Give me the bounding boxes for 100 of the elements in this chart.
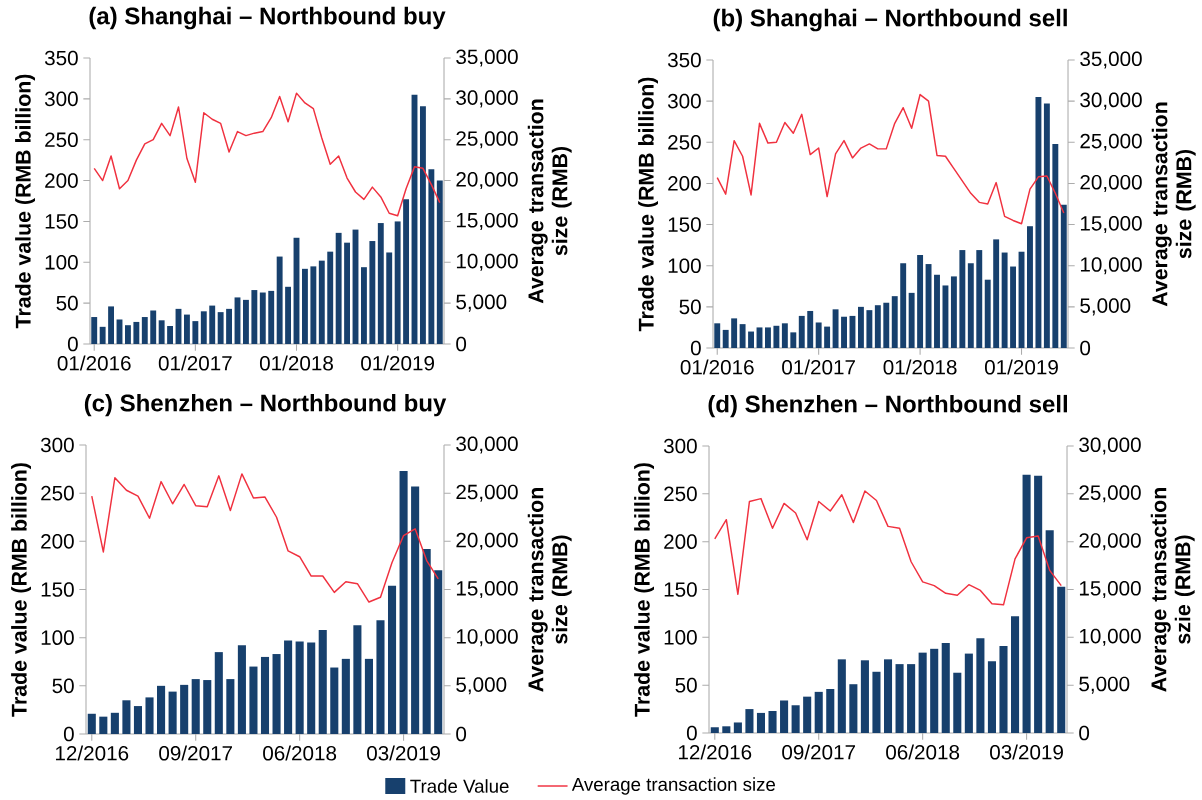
y-tick-label: 200 [41, 534, 74, 549]
bar [814, 691, 823, 733]
y2-tick-label: 0 [456, 336, 467, 352]
y2-tick-label: 5,000 [1080, 298, 1131, 316]
bar [1035, 97, 1042, 348]
bar [768, 711, 777, 733]
y-tick-label: 250 [45, 132, 78, 148]
y2-tick-label: 15,000 [456, 580, 518, 599]
x-tick-label: 01/2017 [158, 355, 232, 371]
bar [276, 256, 283, 344]
bar [203, 680, 212, 734]
bar [91, 317, 98, 344]
bar [191, 679, 200, 734]
y2-axis-title: Average transaction size (RMB) [527, 99, 572, 304]
bar [900, 263, 907, 348]
bar [993, 239, 1000, 348]
y-tick-label: 150 [668, 217, 701, 232]
x-tick-label: 01/2019 [361, 355, 435, 371]
bar [141, 317, 148, 344]
y2-tick-label: 0 [456, 726, 467, 742]
y-tick-label: 50 [52, 678, 74, 694]
bar [399, 471, 408, 734]
bar [403, 199, 410, 344]
y-tick-label: 350 [667, 52, 701, 68]
y-tick-label: 300 [44, 91, 78, 107]
y-tick-label: 250 [668, 134, 701, 150]
y-axis-title: Trade value (RMB billion) [11, 463, 31, 717]
bar [377, 223, 384, 344]
y-tick-label: 100 [41, 630, 74, 645]
bar [422, 549, 431, 734]
y-axis-title: Trade value (RMB billion) [638, 77, 658, 332]
legend-label: Trade Value [410, 779, 509, 793]
bar [145, 697, 154, 734]
bar [895, 664, 904, 733]
y-tick-label: 300 [40, 437, 74, 453]
bar [284, 640, 293, 734]
bar [124, 325, 131, 344]
bar [411, 486, 420, 734]
bar [237, 645, 246, 734]
bar [226, 679, 235, 734]
bar [953, 672, 962, 733]
bar [330, 667, 339, 734]
y2-tick-label: 25,000 [456, 131, 518, 149]
y2-tick-label: 0 [1079, 725, 1090, 741]
bar [999, 645, 1008, 733]
bar [790, 332, 797, 348]
bar [157, 685, 166, 734]
bar [891, 296, 898, 348]
bar [99, 716, 108, 734]
y-tick-label: 200 [45, 173, 78, 188]
line-series [714, 490, 1062, 606]
y2-tick-label: 5,000 [456, 677, 507, 695]
y-tick-label: 200 [668, 176, 701, 191]
bar [99, 326, 106, 344]
y-tick-label: 50 [679, 299, 701, 315]
bar [376, 620, 385, 734]
bar [217, 312, 224, 344]
bar [722, 726, 731, 733]
bar [226, 308, 233, 344]
bar [168, 691, 177, 734]
bar [1011, 616, 1020, 733]
bar [285, 286, 292, 344]
bar [272, 654, 281, 734]
bar [764, 327, 771, 348]
chart-title: (a) Shanghai – Northbound buy [89, 6, 446, 30]
bar [87, 713, 96, 734]
y-tick-label: 50 [675, 677, 697, 693]
bar [791, 705, 800, 733]
chart-title: (d) Shenzhen – Northbound sell [708, 394, 1067, 418]
bar [419, 106, 426, 344]
bar [386, 252, 393, 344]
bar [180, 684, 189, 734]
x-tick-label: 12/2016 [55, 745, 129, 761]
x-tick-label: 09/2017 [782, 744, 856, 760]
bar [122, 700, 131, 734]
bar [1060, 204, 1067, 348]
y-tick-label: 250 [664, 486, 697, 502]
line-series [93, 92, 441, 217]
bar [739, 324, 746, 348]
bar [803, 696, 812, 733]
y-tick-label: 0 [67, 336, 78, 352]
y2-tick-label: 30,000 [1079, 437, 1141, 455]
bar [930, 648, 939, 733]
bar [773, 325, 780, 348]
bar [1043, 103, 1050, 348]
bar [714, 323, 721, 348]
y2-tick-label: 10,000 [456, 253, 518, 271]
bar [364, 658, 373, 734]
bar [1027, 226, 1033, 348]
bar [295, 641, 304, 734]
y2-tick-label: 10,000 [1079, 628, 1141, 646]
y2-tick-label: 20,000 [456, 532, 518, 550]
bar [826, 688, 835, 733]
y2-axis-title: Average transaction szie (RMB) [1150, 488, 1195, 692]
bar [436, 180, 443, 344]
bar [841, 316, 847, 348]
bar [967, 263, 974, 348]
bar [200, 311, 207, 344]
y-tick-label: 100 [45, 254, 78, 270]
bar [832, 309, 839, 348]
